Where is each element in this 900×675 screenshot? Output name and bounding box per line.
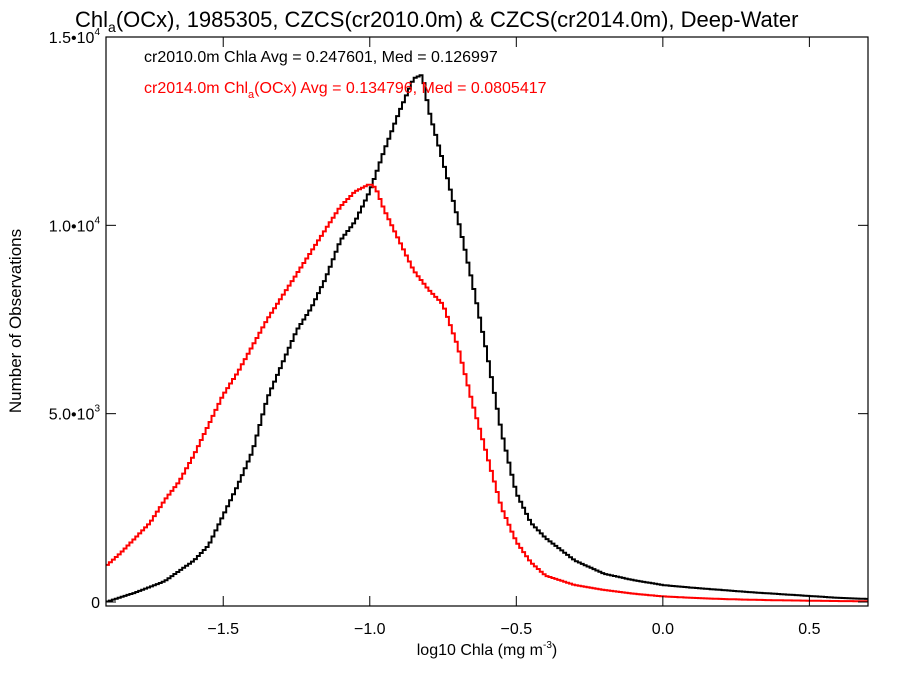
annotation-cr2014-pre: cr2014.0m Chl <box>144 80 248 97</box>
annotation-cr2014-post: (OCx) Avg = 0.134796, Med = 0.0805417 <box>254 80 546 97</box>
x-tick-label-0: −1.5 <box>207 621 239 638</box>
x-axis-label: log10 Chla (mg m-3) <box>417 640 558 659</box>
x-tick-label-2: −0.5 <box>501 621 533 638</box>
chart-title-post: (OCx), 1985305, CZCS(cr2010.0m) & CZCS(c… <box>116 7 799 32</box>
annotation-cr2014: cr2014.0m Chla(OCx) Avg = 0.134796, Med … <box>144 80 547 101</box>
annotation-cr2010-text: cr2010.0m Chla Avg = 0.247601, Med = 0.1… <box>144 49 498 66</box>
annotation-cr2010: cr2010.0m Chla Avg = 0.247601, Med = 0.1… <box>144 49 498 66</box>
series-layer <box>106 74 868 603</box>
chart-title: Chla(OCx), 1985305, CZCS(cr2010.0m) & CZ… <box>75 7 798 35</box>
y-tick-label-3: 1.5•104 <box>49 27 101 47</box>
x-axis-label-pre: log10 Chla (mg m <box>417 642 543 659</box>
plot-frame <box>105 36 869 607</box>
x-axis-label-post: ) <box>552 642 557 659</box>
x-axis: −1.5 −1.0 −0.5 0.0 0.5 <box>207 37 821 638</box>
y-tick-label-2: 1.0•104 <box>49 215 101 235</box>
y-axis-label: Number of Observations <box>6 229 25 413</box>
x-tick-label-4: 0.5 <box>798 621 820 638</box>
series-line-1 <box>106 183 868 603</box>
y-axis: 0 5.0•103 1.0•104 1.5•104 <box>49 27 868 612</box>
x-tick-label-1: −1.0 <box>354 621 386 638</box>
x-tick-label-3: 0.0 <box>652 621 674 638</box>
chart-title-pre: Chl <box>75 7 108 32</box>
annotation-cr2014-sub: a <box>248 89 255 101</box>
series-line-0 <box>106 74 868 603</box>
chart-title-sub: a <box>108 19 116 35</box>
y-tick-label-1: 5.0•103 <box>49 404 101 424</box>
x-axis-label-sup: -3 <box>543 640 552 651</box>
y-tick-label-0: 0 <box>91 595 100 612</box>
